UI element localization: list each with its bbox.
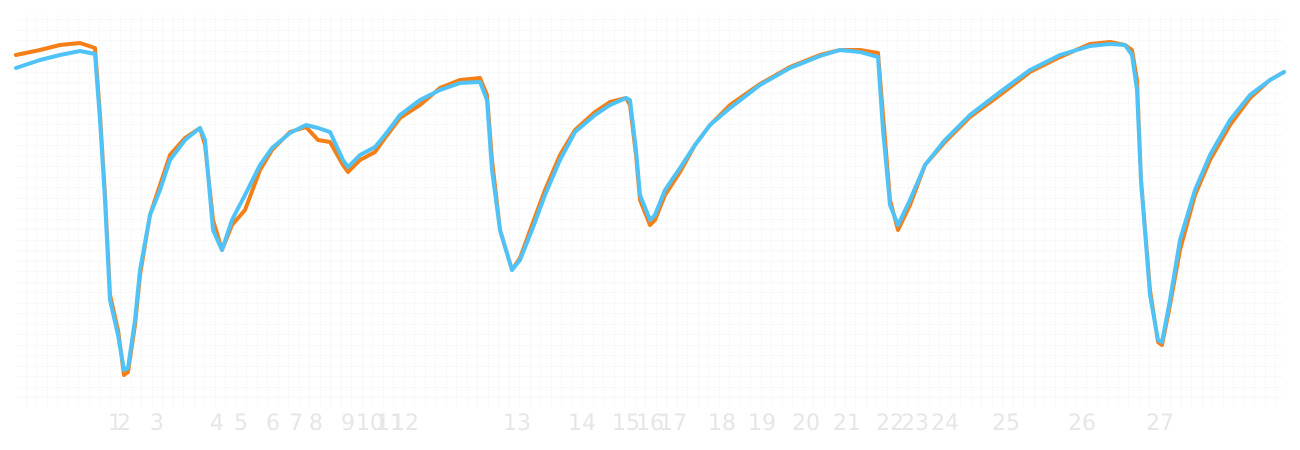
x-tick-label: 13: [503, 411, 531, 436]
x-tick-label: 26: [1068, 411, 1096, 436]
x-tick-label: 15: [612, 411, 640, 436]
x-tick-label: 3: [150, 411, 164, 436]
x-tick-label: 25: [992, 411, 1020, 436]
x-tick-label: 24: [931, 411, 959, 436]
x-tick-label: 4: [210, 411, 224, 436]
x-tick-label: 11: [376, 411, 404, 436]
x-tick-label: 9: [341, 411, 355, 436]
x-tick-label: 17: [659, 411, 687, 436]
x-tick-label: 2: [117, 411, 131, 436]
grid: [16, 14, 1284, 406]
x-tick-label: 22: [876, 411, 904, 436]
x-tick-label: 10: [356, 411, 384, 436]
x-tick-label: 18: [708, 411, 736, 436]
x-tick-label: 8: [309, 411, 323, 436]
x-tick-label: 23: [901, 411, 929, 436]
x-tick-label: 21: [833, 411, 861, 436]
x-tick-label: 14: [568, 411, 596, 436]
x-tick-label: 5: [234, 411, 248, 436]
x-tick-label: 7: [289, 411, 303, 436]
series-line: [14, 42, 1286, 372]
x-tick-label: 20: [792, 411, 820, 436]
x-tick-label: 12: [391, 411, 419, 436]
x-tick-label: 19: [748, 411, 776, 436]
x-tick-label: 6: [266, 411, 280, 436]
x-tick-label: 1: [108, 411, 122, 436]
x-tick-label: 16: [636, 411, 664, 436]
x-tick-label: 27: [1146, 411, 1174, 436]
